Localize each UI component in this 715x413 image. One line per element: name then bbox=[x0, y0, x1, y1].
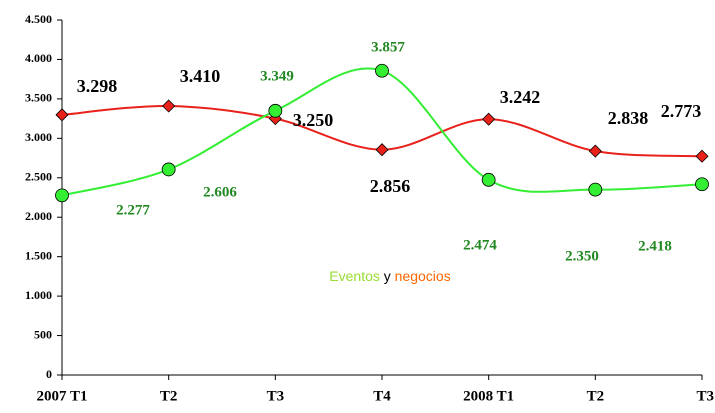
data-label: 3.410 bbox=[180, 66, 221, 86]
data-label: 2.838 bbox=[608, 108, 649, 128]
data-label: 2.856 bbox=[370, 176, 411, 196]
data-label: 3.242 bbox=[500, 87, 541, 107]
data-label: 3.857 bbox=[371, 39, 405, 55]
data-label: 3.298 bbox=[77, 76, 118, 96]
y-tick-label: 4.000 bbox=[25, 51, 52, 65]
legend: Eventos y negocios bbox=[329, 268, 450, 284]
legend-entry: negocios bbox=[395, 268, 451, 284]
marker bbox=[481, 172, 496, 187]
data-label: 2.418 bbox=[638, 238, 672, 254]
data-label: 2.474 bbox=[463, 237, 497, 253]
x-tick-label: T3 bbox=[267, 388, 285, 404]
data-label: 2.350 bbox=[565, 248, 599, 264]
marker bbox=[482, 112, 496, 126]
x-tick-label: 2007 T1 bbox=[37, 388, 88, 404]
y-tick-label: 4.500 bbox=[25, 12, 52, 26]
y-tick-label: 2.500 bbox=[25, 170, 52, 184]
marker bbox=[55, 188, 69, 203]
marker bbox=[375, 63, 389, 78]
y-tick-label: 1.500 bbox=[25, 248, 52, 262]
marker bbox=[55, 108, 69, 122]
legend-joiner: y bbox=[384, 268, 391, 284]
data-label: 3.250 bbox=[293, 110, 334, 130]
marker bbox=[695, 177, 709, 192]
marker bbox=[268, 103, 283, 118]
y-tick-label: 3.000 bbox=[25, 130, 52, 144]
marker bbox=[375, 143, 389, 157]
y-tick-label: 2.000 bbox=[25, 209, 52, 223]
y-tick-label: 1.000 bbox=[25, 288, 52, 302]
y-tick-label: 0 bbox=[46, 367, 52, 381]
x-tick-label: 2008 T1 bbox=[463, 388, 514, 404]
data-label: 2.773 bbox=[661, 101, 702, 121]
marker bbox=[162, 99, 176, 113]
marker bbox=[161, 162, 176, 177]
marker bbox=[695, 149, 709, 163]
marker bbox=[588, 182, 603, 197]
x-tick-label: T4 bbox=[373, 388, 391, 404]
x-tick-label: T2 bbox=[160, 388, 178, 404]
marker bbox=[588, 144, 602, 158]
data-label: 2.277 bbox=[116, 202, 150, 218]
legend-entry: Eventos bbox=[329, 268, 380, 284]
data-label: 2.606 bbox=[203, 184, 237, 200]
x-tick-label: T2 bbox=[587, 388, 605, 404]
y-tick-label: 3.500 bbox=[25, 91, 52, 105]
data-label: 3.349 bbox=[260, 68, 294, 84]
y-tick-label: 500 bbox=[34, 327, 52, 341]
x-tick-label: T3 bbox=[696, 388, 714, 404]
